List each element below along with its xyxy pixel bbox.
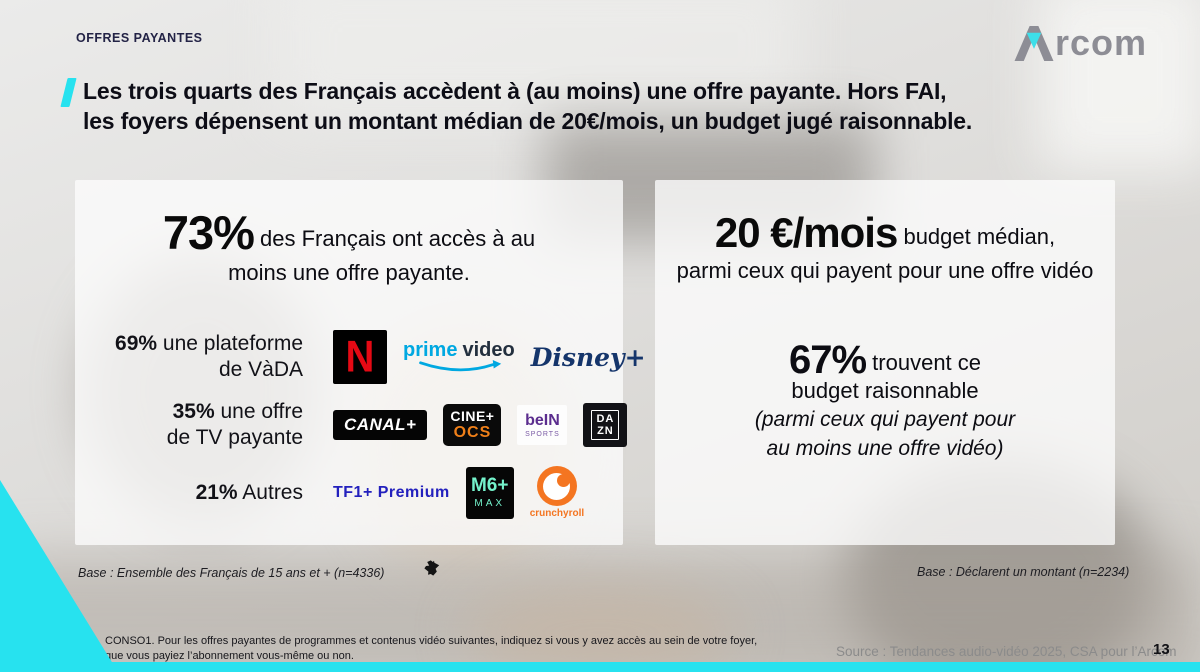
stat-label-others: 21% Autres xyxy=(75,480,303,506)
stat-text-paytv-1: une offre xyxy=(220,400,303,423)
ocs-text: OCS xyxy=(453,424,492,441)
left-headline-text: des Français ont accès à au xyxy=(260,226,536,251)
netflix-letter: N xyxy=(345,331,375,382)
bein-text: beIN xyxy=(525,411,560,429)
stat-row-vada: 69% une plateforme de VàDA N prime video xyxy=(75,330,646,384)
card-access-paid-offers: 73% des Français ont accès à au moins un… xyxy=(75,180,646,545)
budget-reasonable-stat: 67% trouvent ce budget raisonnable (parm… xyxy=(655,340,1115,463)
netflix-logo-icon: N xyxy=(333,330,387,384)
stat-text-paytv-2: de TV payante xyxy=(166,426,303,449)
page-number: 13 xyxy=(1153,641,1170,658)
crunchyroll-eye-icon xyxy=(536,466,577,506)
disney-plus-logo-icon: Disney+ xyxy=(530,342,646,372)
source-credit: Source : Tendances audio-vidéo 2025, CSA… xyxy=(836,644,1177,659)
footnote-line-2: que vous payiez l’abonnement vous-même o… xyxy=(105,650,354,662)
background-window-light xyxy=(1040,0,1200,170)
arcom-logo-text: rcom xyxy=(1055,22,1148,63)
stat-label-paytv: 35% une offre de TV payante xyxy=(75,399,303,451)
cine-ocs-logo-icon: CINE+ OCS xyxy=(443,404,502,446)
logos-others: TF1+ Premium M6+ MAX crunchyroll xyxy=(333,466,584,519)
crunchyroll-text: crunchyroll xyxy=(529,508,585,519)
background-wall-light xyxy=(280,0,800,120)
background-hand-shape xyxy=(465,585,735,672)
stat-rows: 69% une plateforme de VàDA N prime video xyxy=(75,330,646,519)
france-map-icon xyxy=(424,560,440,581)
right-card-headline: 20 €/mois budget médian, parmi ceux qui … xyxy=(655,180,1115,288)
reasonable-stat-line2: budget raisonnable xyxy=(791,378,979,403)
prime-smile-icon xyxy=(419,359,502,371)
left-headline-text-line2: moins une offre payante. xyxy=(228,260,470,285)
card-median-budget: 20 €/mois budget médian, parmi ceux qui … xyxy=(655,180,1115,545)
base-note-left: Base : Ensemble des Français de 15 ans e… xyxy=(78,566,385,580)
video-word: video xyxy=(462,338,515,361)
crunchyroll-logo-icon: crunchyroll xyxy=(530,466,584,519)
stat-value-vada: 69% xyxy=(115,332,158,355)
dazn-logo-icon: DA ZN xyxy=(583,403,628,447)
footnote-line-1: CONSO1. Pour les offres payantes de prog… xyxy=(105,635,758,647)
section-label: OFFRES PAYANTES xyxy=(76,31,203,45)
dazn-text-2: ZN xyxy=(597,425,614,437)
left-card-headline: 73% des Français ont accès à au moins un… xyxy=(75,180,623,290)
title-line-1: Les trois quarts des Français accèdent à… xyxy=(83,78,947,104)
stat-row-paytv: 35% une offre de TV payante CANAL+ CINE+… xyxy=(75,399,628,451)
right-headline-text-line2: parmi ceux qui payent pour une offre vid… xyxy=(676,258,1094,283)
arcom-a-icon xyxy=(1014,25,1054,61)
stat-text-vada-2: de VàDA xyxy=(218,358,303,381)
dazn-text-1: DA xyxy=(596,412,615,425)
prime-video-logo-icon: prime video xyxy=(403,340,515,375)
canal-plus-logo-icon: CANAL+ xyxy=(333,410,428,440)
tf1-premium-logo-icon: TF1+ Premium xyxy=(333,483,450,501)
right-headline-text: budget médian, xyxy=(903,224,1056,249)
slide-title: Les trois quarts des Français accèdent à… xyxy=(83,76,972,136)
stat-label-vada: 69% une plateforme de VàDA xyxy=(75,331,303,383)
cyan-bottom-bar xyxy=(0,662,1200,672)
logos-vada: N prime video Disney+ xyxy=(333,330,646,384)
cine-plus-text: CINE+ xyxy=(450,408,495,424)
bein-sports-logo-icon: beIN SPORTS xyxy=(517,405,568,445)
reasonable-stat-note-2: au moins une offre vidéo) xyxy=(766,437,1004,460)
prime-word: prime xyxy=(403,338,458,361)
stat-row-others: 21% Autres TF1+ Premium M6+ MAX crunchyr… xyxy=(75,466,623,519)
stat-text-vada-1: une plateforme xyxy=(162,332,303,355)
right-headline-value: 20 €/mois xyxy=(714,209,898,256)
reasonable-stat-value: 67% xyxy=(788,338,867,382)
question-footnote: CONSO1. Pour les offres payantes de prog… xyxy=(105,634,757,664)
m6-max-logo-icon: M6+ MAX xyxy=(465,466,514,519)
logos-paytv: CANAL+ CINE+ OCS beIN SPORTS DA ZN xyxy=(333,403,628,447)
reasonable-stat-note-1: (parmi ceux qui payent pour xyxy=(754,408,1016,431)
arcom-logo: rcom xyxy=(1013,24,1147,61)
stat-value-others: 21% xyxy=(195,480,238,504)
prime-video-wordmark: prime video xyxy=(403,340,515,360)
left-headline-value: 73% xyxy=(162,206,255,259)
bein-sports-text: SPORTS xyxy=(525,430,560,438)
title-line-2: les foyers dépensent un montant médian d… xyxy=(83,108,973,134)
m6-plus-text: M6+ xyxy=(470,475,509,496)
stat-text-others: Autres xyxy=(242,480,303,504)
reasonable-stat-text: trouvent ce xyxy=(872,350,982,375)
base-note-right: Base : Déclarent un montant (n=2234) xyxy=(917,565,1130,579)
slide-title-block: Les trois quarts des Français accèdent à… xyxy=(60,76,972,136)
max-text: MAX xyxy=(474,498,506,509)
dazn-frame: DA ZN xyxy=(591,409,620,441)
stat-value-paytv: 35% xyxy=(172,400,215,423)
